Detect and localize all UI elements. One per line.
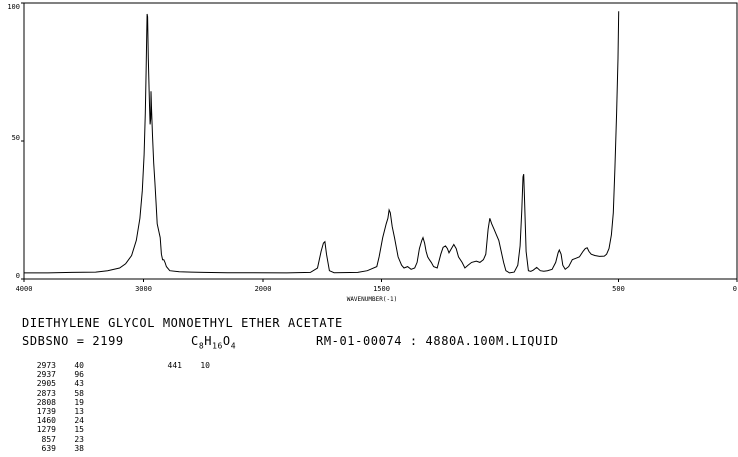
peak2-row: 441 10 (148, 361, 210, 370)
ir-spectrum-chart: 0 50 100 4000 3000 2000 1500 500 0 WAVENUMBER(-… (7, 2, 738, 303)
x-axis: 4000 3000 2000 1500 500 0 (16, 279, 738, 293)
peak-intensity: 23 (74, 434, 84, 444)
peak-wavenumber: 1739 (36, 407, 56, 417)
peak-intensity: 15 (74, 425, 84, 435)
peak-row: 1279 15 (22, 425, 84, 434)
peak-row: 2937 96 (22, 370, 84, 379)
peak-wavenumber: 2905 (36, 379, 56, 389)
peak-table: 2973 40 2937 96 2905 43 2873 58 2808 19 1739 13 1460… (22, 361, 84, 453)
peak-table-column-2: 441 10 (148, 361, 210, 370)
peak-row: 639 38 (22, 444, 84, 453)
formula-element-c: C (191, 334, 199, 348)
formula-count-c: 8 (198, 341, 205, 351)
formula-element-h: H (204, 334, 213, 348)
peak-intensity: 40 (74, 361, 84, 370)
y-tick-label-0: 0 (16, 272, 20, 280)
compound-title: DIETHYLENE GLYCOL MONOETHYL ETHER ACETAT… (22, 316, 343, 330)
peak-wavenumber: 857 (41, 434, 56, 444)
spectrum-info: RM-01-00074 : 4880A.100M.LIQUID (316, 334, 559, 348)
x-tick-label-2000: 2000 (255, 285, 272, 293)
x-tick-label-1500: 1500 (373, 285, 390, 293)
peak2-intensity: 10 (200, 361, 210, 370)
sdbs-number: SDBSNO = 2199 (22, 334, 124, 348)
peak2-wavenumber: 441 (167, 361, 182, 370)
peak-row: 2905 43 (22, 379, 84, 388)
peak-intensity: 43 (74, 379, 84, 389)
formula-count-h: 16 (212, 341, 223, 351)
peak-row: 2808 19 (22, 398, 84, 407)
peak-wavenumber: 1460 (36, 416, 56, 426)
x-tick-label-3000: 3000 (135, 285, 152, 293)
y-tick-label-100: 100 (7, 3, 20, 11)
peak-wavenumber: 639 (41, 443, 56, 453)
peak-wavenumber: 2937 (36, 370, 56, 380)
peak-row: 2973 40 (22, 361, 84, 370)
y-axis: 0 50 100 (7, 2, 24, 280)
peak-row: 2873 58 (22, 389, 84, 398)
formula-element-o: O (222, 334, 231, 348)
molecular-formula: C8H16O4 (191, 334, 236, 350)
formula-count-o: 4 (230, 341, 237, 351)
x-tick-label-4000: 4000 (16, 285, 33, 293)
peak-intensity: 58 (74, 388, 84, 398)
peak-intensity: 13 (74, 407, 84, 417)
peak-row: 1460 24 (22, 416, 84, 425)
x-axis-label: WAVENUMBER(-1) (347, 296, 398, 303)
peak-row: 857 23 (22, 435, 84, 444)
x-tick-label-500: 500 (612, 285, 625, 293)
spectrum-series-line (24, 11, 620, 274)
x-tick-label-0: 0 (733, 285, 737, 293)
peak-intensity: 24 (74, 416, 84, 426)
peak-wavenumber: 2873 (36, 388, 56, 398)
y-tick-label-50: 50 (12, 134, 20, 142)
peak-row: 1739 13 (22, 407, 84, 416)
peak-wavenumber: 2808 (36, 397, 56, 407)
peak-wavenumber: 1279 (36, 425, 56, 435)
peak-intensity: 19 (74, 397, 84, 407)
peak-wavenumber: 2973 (36, 361, 56, 370)
plot-frame (23, 2, 738, 280)
peak-intensity: 96 (74, 370, 84, 380)
peak-intensity: 38 (74, 443, 84, 453)
